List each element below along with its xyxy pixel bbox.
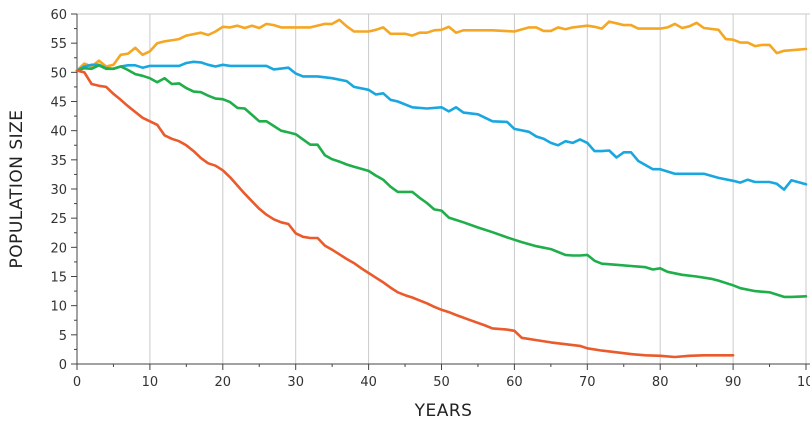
series-line-2	[75, 60, 808, 191]
series-line-1	[75, 18, 808, 72]
x-tick-label: 40	[360, 375, 377, 390]
x-tick-label: 90	[725, 375, 742, 390]
x-tick-label: 60	[506, 375, 523, 390]
x-tick-label: 30	[287, 375, 304, 390]
x-tick-label: 50	[433, 375, 450, 390]
y-tick-label: 0	[59, 358, 67, 373]
y-tick-label: 20	[50, 241, 67, 256]
series-line-3	[75, 64, 808, 299]
series-layer	[75, 18, 808, 359]
y-tick-label: 50	[50, 66, 67, 81]
axes-layer	[71, 13, 810, 370]
x-tick-label: 0	[73, 375, 81, 390]
y-tick-label: 10	[50, 300, 67, 315]
y-axis-title: POPULATION SIZE	[7, 109, 27, 268]
x-tick-label: 10	[142, 375, 159, 390]
x-tick-label: 70	[579, 375, 596, 390]
y-tick-label: 45	[50, 96, 67, 111]
y-tick-label: 5	[59, 329, 67, 344]
y-tick-label: 15	[50, 271, 67, 286]
y-tick-label: 30	[50, 183, 67, 198]
series-line-4	[75, 69, 735, 359]
x-tick-label: 10	[797, 375, 810, 390]
y-tick-label: 60	[50, 8, 67, 23]
tick-labels: 0 5 10 15 20 25 30 35 40 45 50 55 60 0 10 20 30 40 50 60 70 8…	[50, 8, 810, 390]
y-tick-label: 55	[50, 37, 67, 52]
y-tick-label: 35	[50, 154, 67, 169]
x-axis-title: YEARS	[414, 401, 473, 421]
x-tick-label: 80	[652, 375, 669, 390]
x-tick-label: 20	[215, 375, 232, 390]
y-tick-label: 40	[50, 125, 67, 140]
y-tick-label: 25	[50, 212, 67, 227]
